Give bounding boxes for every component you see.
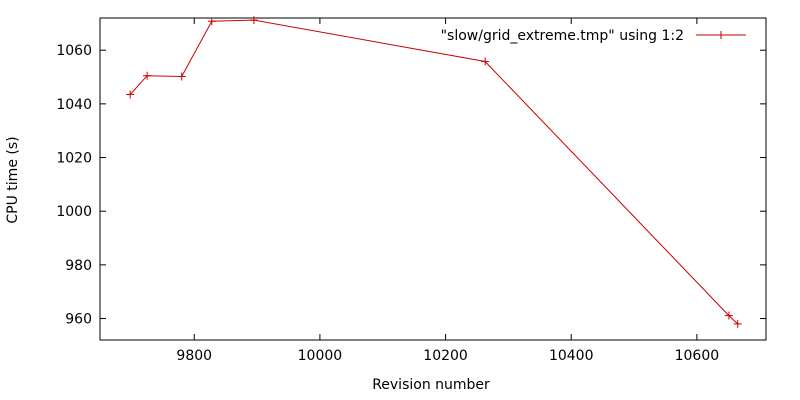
data-point — [143, 71, 152, 80]
legend: "slow/grid_extreme.tmp" using 1:2 — [441, 28, 746, 44]
data-point — [481, 57, 490, 66]
data-point — [207, 17, 216, 26]
legend-label: "slow/grid_extreme.tmp" using 1:2 — [441, 28, 684, 44]
data-point — [177, 72, 186, 81]
y-axis-ticks: 960 980 1000 1020 1040 1060 — [56, 43, 766, 328]
x-tick-label: 9800 — [176, 348, 212, 364]
x-tick-label: 10600 — [675, 348, 720, 364]
legend-point-marker — [717, 31, 725, 39]
legend-marker — [717, 31, 725, 39]
y-tick-label: 960 — [65, 312, 92, 328]
x-tick-label: 10200 — [423, 348, 468, 364]
x-tick-label: 10000 — [298, 348, 343, 364]
data-point — [733, 319, 742, 328]
data-point — [724, 311, 733, 320]
series-layer — [126, 16, 742, 328]
y-tick-label: 1000 — [56, 204, 92, 220]
y-tick-label: 1020 — [56, 151, 92, 167]
data-point — [126, 90, 135, 99]
x-tick-label: 10400 — [549, 348, 594, 364]
plot-frame — [99, 17, 767, 341]
y-axis-label: CPU time (s) — [5, 136, 21, 223]
series-line — [129, 19, 739, 325]
data-point — [249, 16, 258, 25]
x-axis-label: Revision number — [372, 377, 490, 393]
y-tick-label: 1060 — [56, 43, 92, 59]
y-tick-label: 980 — [65, 258, 92, 274]
y-tick-label: 1040 — [56, 97, 92, 113]
x-axis-ticks: 9800 10000 10200 10400 10600 — [176, 18, 719, 364]
